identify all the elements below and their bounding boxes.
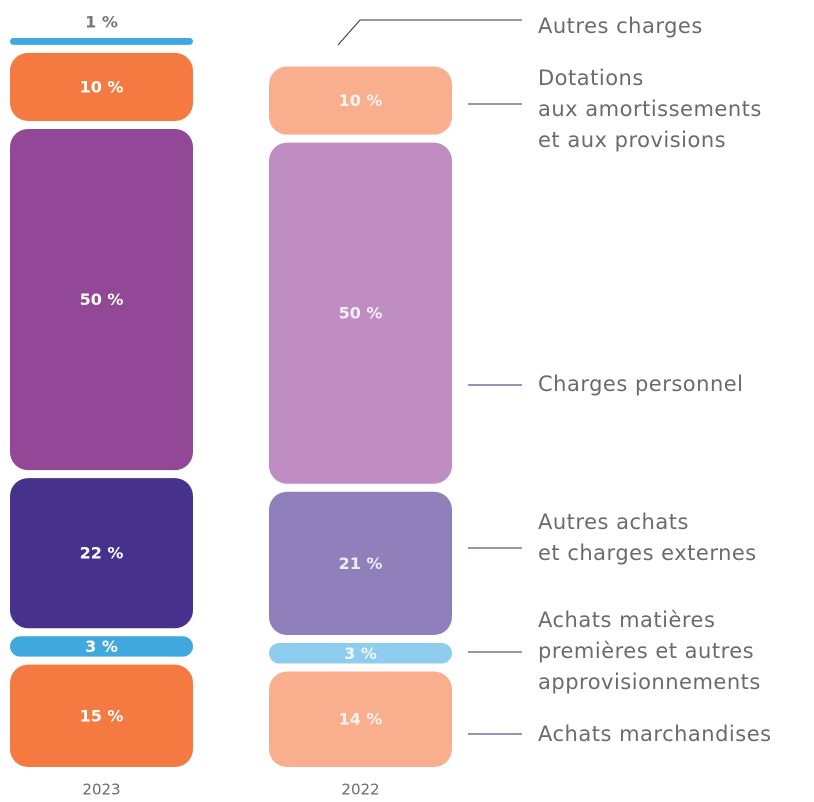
legend-label: Autres achats et charges externes — [538, 510, 757, 565]
legend-label: Achats matières premières et autres appr… — [538, 608, 761, 694]
legend-label: Dotations aux amortissements et aux prov… — [538, 66, 762, 152]
value-label: 3 % — [85, 637, 118, 656]
legend-leader — [337, 19, 522, 46]
bar-segment — [269, 671, 452, 767]
value-label: 3 % — [344, 644, 377, 663]
value-label: 21 % — [339, 554, 383, 573]
bar-segment — [269, 491, 452, 636]
bar-segment — [10, 636, 193, 657]
bar-segment — [269, 142, 452, 484]
x-tick-label: 2022 — [341, 781, 379, 799]
bar-segment — [10, 38, 193, 45]
legend-label: Autres charges — [538, 14, 703, 38]
value-label: 14 % — [339, 710, 383, 729]
value-label: 22 % — [80, 544, 124, 563]
value-label: 10 % — [339, 91, 383, 110]
bar-segment — [10, 52, 193, 122]
value-label: 50 % — [80, 290, 124, 309]
bar-segment — [10, 664, 193, 767]
value-label: 50 % — [339, 304, 383, 323]
bar-segment — [269, 643, 452, 664]
value-label: 15 % — [80, 706, 124, 725]
x-tick-label: 2023 — [82, 781, 120, 799]
bar-segment — [10, 129, 193, 471]
legend-label: Achats marchandises — [538, 722, 772, 746]
value-label: 10 % — [80, 77, 124, 96]
bar-segment — [269, 66, 452, 135]
legend-label: Charges personnel — [538, 372, 744, 396]
value-label: 1 % — [85, 13, 118, 32]
bar-segment — [10, 478, 193, 629]
